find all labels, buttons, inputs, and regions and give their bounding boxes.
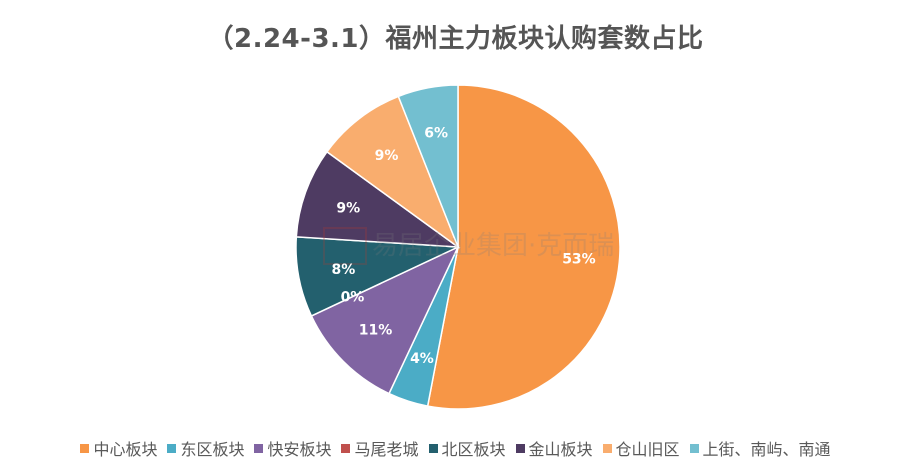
legend-item-8: 上街、南屿、南通 bbox=[689, 436, 831, 460]
legend-item-4: 马尾老城 bbox=[341, 436, 419, 460]
chart-title: （2.24-3.1）福州主力板块认购套数占比 bbox=[207, 24, 704, 54]
legend-item-2: 东区板块 bbox=[167, 436, 244, 460]
data-label-2: 4% bbox=[410, 351, 434, 367]
pie-chart: 易居企业集团·克而瑞 53% 4% 11% 0% 8% 9% 9% 6% bbox=[295, 84, 621, 410]
legend: 中心板块 东区板块 快安板块 马尾老城 北区板块 金山板块 仓山旧区 上街、南屿、南通 bbox=[0, 436, 911, 460]
watermark: 易居企业集团·克而瑞 bbox=[323, 227, 614, 265]
legend-label: 金山板块 bbox=[528, 440, 593, 459]
svg-text:易居企业集团·克而瑞: 易居企业集团·克而瑞 bbox=[372, 231, 614, 261]
legend-item-1: 中心板块 bbox=[80, 436, 157, 460]
data-label-1: 53% bbox=[562, 251, 596, 267]
data-label-8: 6% bbox=[424, 125, 448, 141]
legend-label: 快安板块 bbox=[267, 440, 332, 459]
pie-slice-3 bbox=[310, 245, 460, 395]
legend-label: 马尾老城 bbox=[354, 440, 419, 459]
legend-label: 仓山旧区 bbox=[615, 440, 680, 459]
pie-slice-7 bbox=[325, 95, 460, 250]
legend-item-7: 仓山旧区 bbox=[602, 436, 680, 460]
legend-swatch bbox=[689, 443, 699, 453]
pie-slice-6 bbox=[295, 150, 461, 248]
legend-label: 东区板块 bbox=[180, 440, 245, 459]
legend-item-5: 北区板块 bbox=[428, 436, 506, 460]
legend-swatch bbox=[602, 443, 612, 453]
pie-slice-1 bbox=[426, 84, 621, 410]
legend-swatch bbox=[515, 443, 525, 453]
data-label-5: 8% bbox=[332, 262, 356, 278]
legend-item-3: 快安板块 bbox=[254, 436, 331, 460]
legend-swatch bbox=[254, 443, 264, 453]
legend-label: 上街、南屿、南通 bbox=[702, 440, 831, 459]
data-label-3: 11% bbox=[359, 322, 393, 338]
data-label-7: 9% bbox=[375, 148, 399, 164]
legend-swatch bbox=[80, 443, 90, 453]
legend-label: 北区板块 bbox=[441, 440, 506, 459]
legend-label: 中心板块 bbox=[93, 440, 158, 459]
legend-swatch bbox=[167, 443, 177, 453]
pie-slice-8 bbox=[397, 84, 459, 248]
legend-item-6: 金山板块 bbox=[515, 436, 593, 460]
legend-swatch bbox=[428, 443, 438, 453]
data-label-4: 0% bbox=[341, 290, 365, 306]
legend-swatch bbox=[341, 443, 351, 453]
data-label-6: 9% bbox=[336, 200, 360, 216]
